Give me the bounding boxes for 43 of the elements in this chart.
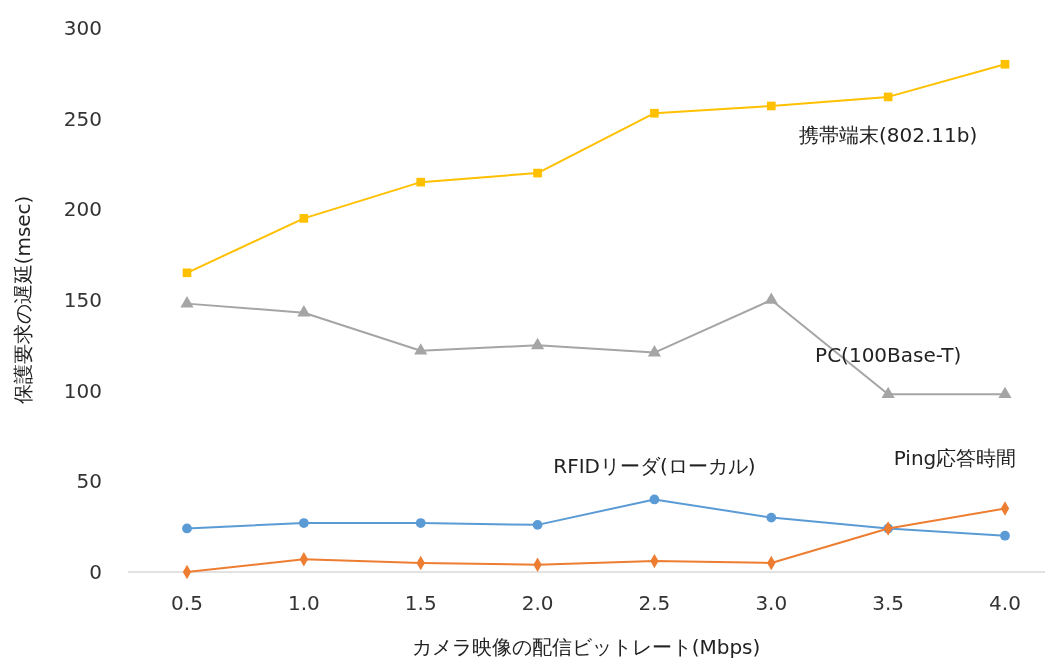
series-label: PC(100Base-T): [815, 343, 962, 368]
point: [414, 343, 428, 355]
point: [533, 168, 542, 178]
x-tick-label: 1.0: [287, 591, 320, 615]
y-tick-label: 300: [63, 16, 102, 40]
point: [530, 337, 545, 350]
x-tick-label: 3.5: [872, 591, 905, 615]
x-tick-label: 3.0: [755, 591, 788, 615]
point: [532, 519, 543, 530]
point: [298, 518, 309, 528]
point: [998, 386, 1012, 399]
y-tick-label: 150: [63, 288, 102, 312]
x-tick-label: 0.5: [171, 591, 203, 615]
series-label: 携帯端末(802.11b): [799, 122, 978, 147]
y-axis-title: 保護要求の遅延(msec): [11, 195, 35, 405]
point: [299, 214, 309, 223]
point: [1000, 59, 1010, 69]
point: [182, 268, 192, 278]
point: [766, 512, 777, 523]
point: [766, 101, 776, 111]
point: [180, 296, 194, 308]
point: [415, 518, 426, 528]
point: [647, 344, 662, 357]
x-tick-label: 1.5: [404, 591, 437, 615]
y-tick-label: 50: [76, 469, 102, 494]
series-label: RFIDリーダ(ローカル): [553, 454, 756, 479]
point: [764, 292, 778, 304]
series-label: Ping応答時間: [893, 445, 1017, 470]
point: [1000, 530, 1010, 541]
y-tick-label: 250: [63, 106, 102, 131]
point: [881, 386, 895, 399]
point: [650, 108, 659, 118]
y-tick-label: 100: [63, 378, 102, 403]
x-axis-title: カメラ映像の配信ビットレート(Mbps): [411, 635, 761, 659]
x-tick-label: 2.5: [638, 591, 671, 615]
x-tick-label: 4.0: [989, 591, 1021, 615]
point: [297, 305, 311, 317]
x-tick-label: 2.0: [521, 591, 554, 615]
y-tick-label: 200: [63, 197, 102, 222]
point: [416, 177, 426, 187]
point: [649, 494, 660, 505]
y-tick-label: 0: [89, 560, 102, 584]
point: [182, 523, 192, 534]
